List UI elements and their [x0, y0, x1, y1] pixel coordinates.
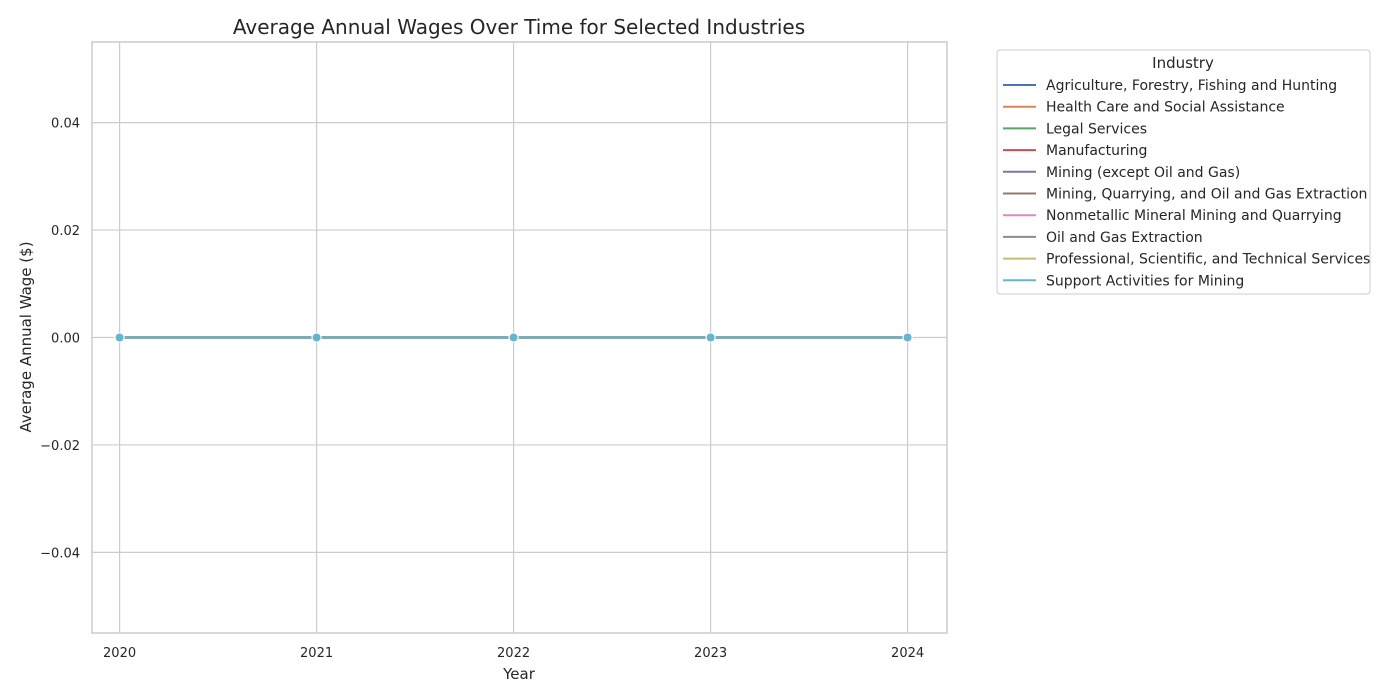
x-tick-label: 2022	[497, 646, 530, 661]
x-tick-label: 2020	[103, 646, 136, 661]
legend-label: Legal Services	[1046, 121, 1147, 137]
series-markers	[114, 332, 913, 343]
legend-box	[996, 49, 1371, 295]
y-tick-label: −0.02	[40, 439, 80, 454]
legend-label: Mining, Quarrying, and Oil and Gas Extra…	[1046, 187, 1367, 203]
y-axis-label: Average Annual Wage ($)	[17, 241, 35, 432]
x-axis-label: Year	[502, 665, 536, 683]
series-point	[902, 332, 913, 343]
x-tick-label: 2024	[891, 646, 924, 661]
y-tick-label: 0.04	[51, 117, 80, 132]
legend-label: Agriculture, Forestry, Fishing and Hunti…	[1046, 78, 1337, 94]
legend-label: Health Care and Social Assistance	[1046, 100, 1285, 116]
legend-label: Oil and Gas Extraction	[1046, 230, 1203, 246]
series-point	[705, 332, 716, 343]
series-point	[114, 332, 125, 343]
legend-label: Nonmetallic Mineral Mining and Quarrying	[1046, 208, 1342, 224]
x-tick-labels: 2020 2021 2022 2023 2024	[103, 646, 924, 661]
series-point	[311, 332, 322, 343]
x-tick-label: 2023	[694, 646, 727, 661]
chart-title: Average Annual Wages Over Time for Selec…	[233, 15, 805, 39]
legend-label: Support Activities for Mining	[1046, 273, 1244, 289]
y-tick-label: 0.00	[51, 332, 80, 347]
y-tick-label: 0.02	[51, 224, 80, 239]
legend-label: Professional, Scientific, and Technical …	[1046, 252, 1370, 268]
plot-frame	[91, 41, 948, 634]
x-tick-label: 2021	[300, 646, 333, 661]
legend-label: Manufacturing	[1046, 143, 1147, 159]
legend: Industry Agriculture, Forestry, Fishing …	[996, 49, 1371, 295]
series-point	[508, 332, 519, 343]
legend-label: Mining (except Oil and Gas)	[1046, 165, 1240, 181]
y-tick-labels: −0.04 −0.02 0.00 0.02 0.04	[40, 117, 80, 562]
legend-title: Industry	[1152, 54, 1214, 72]
y-tick-label: −0.04	[40, 546, 80, 561]
